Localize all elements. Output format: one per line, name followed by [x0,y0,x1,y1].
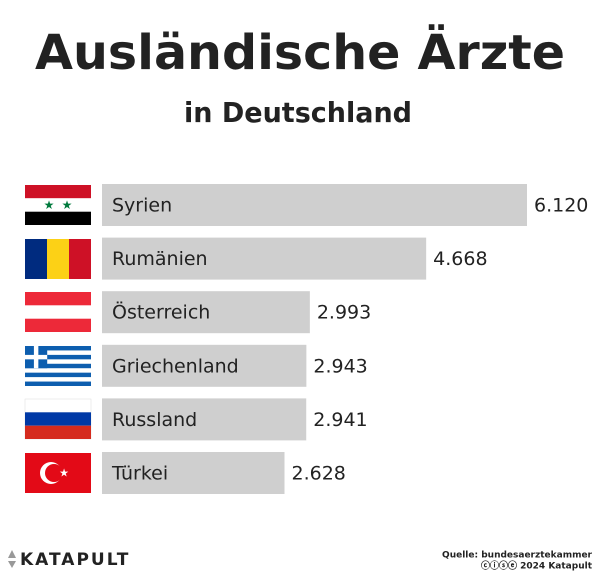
svg-text:★: ★ [59,467,69,480]
value-label: 2.943 [313,355,367,377]
bar [102,237,427,280]
chart-title: Ausländische Ärzte [35,24,565,81]
bar [102,344,307,387]
value-label: 4.668 [433,248,487,270]
category-label: Rumänien [112,248,208,270]
svg-text:★: ★ [44,198,55,212]
bar [102,398,307,441]
flag-syria: ★ ★ [25,185,91,225]
flag-turkey: ★ [25,453,91,493]
bar [102,452,285,494]
flag-austria [25,292,91,332]
value-label: 2.993 [317,302,371,324]
brand: KATAPULT [20,550,130,570]
bar [102,184,527,226]
credit: ⓒⓘⓢⓔ 2024 Katapult [481,560,593,572]
category-label: Türkei [111,463,168,485]
category-label: Russland [112,409,197,431]
value-label: 6.120 [534,195,588,217]
flag-romania [25,239,91,279]
logo: KATAPULT [8,550,130,570]
flag-greece [25,346,91,386]
value-label: 2.628 [292,463,346,485]
flag-russia [24,398,92,440]
bar [102,291,310,334]
source: Quelle: bundesaerztekammer [442,551,593,561]
chart-subtitle: in Deutschland [184,96,412,129]
category-label: Griechenland [112,355,239,377]
category-label: Österreich [112,301,210,324]
value-label: 2.941 [313,409,367,431]
category-label: Syrien [112,195,172,217]
svg-text:★: ★ [62,198,73,212]
